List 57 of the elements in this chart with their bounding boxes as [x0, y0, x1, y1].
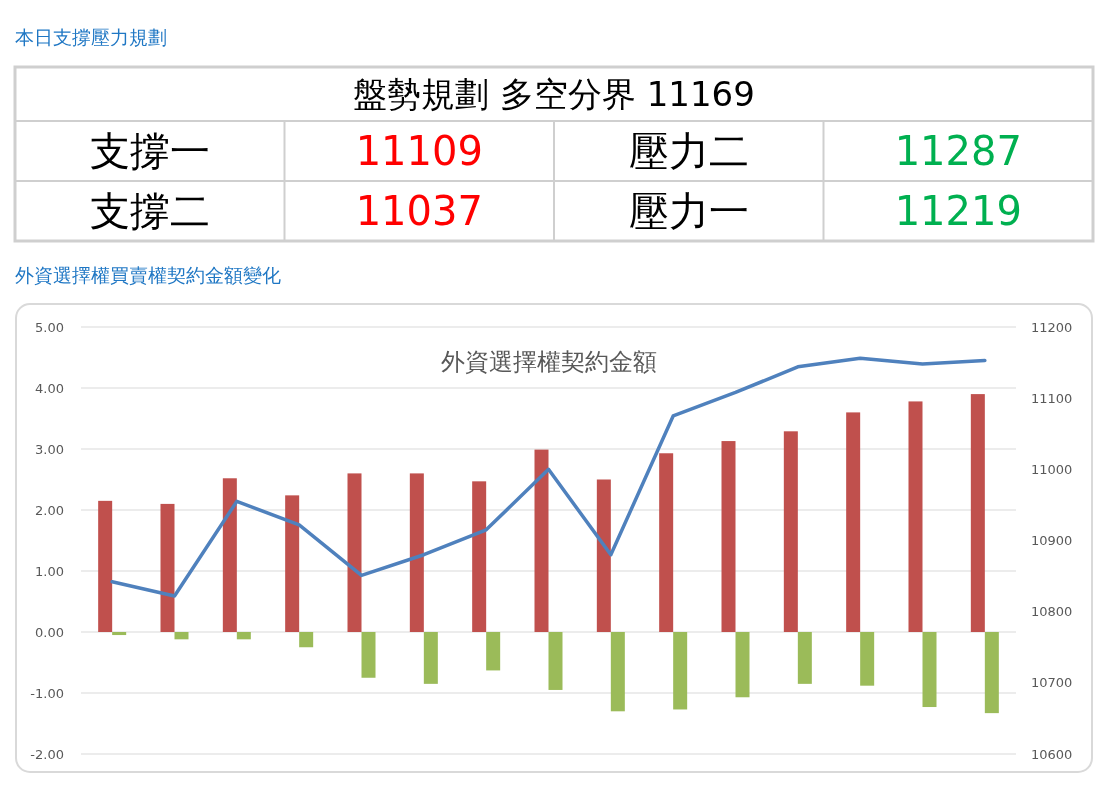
bar — [970, 394, 985, 632]
y-tick-label: 0.00 — [35, 624, 64, 640]
y2-tick-label: 11000 — [1031, 461, 1073, 477]
bar — [548, 632, 563, 690]
y-tick-label: -1.00 — [30, 685, 64, 701]
y-tick-label: 2.00 — [35, 502, 64, 518]
bar — [347, 473, 362, 632]
text: 11287 — [894, 128, 1022, 174]
text: 本日支撐壓力規劃 — [15, 26, 167, 48]
y2-tick-label: 10700 — [1031, 675, 1073, 691]
bar — [721, 441, 736, 632]
text: 支撐二 — [89, 188, 210, 234]
bar — [486, 632, 501, 671]
text: 壓力一 — [628, 188, 749, 234]
bar — [285, 495, 300, 632]
y-tick-label: -2.00 — [30, 746, 64, 762]
bar — [846, 412, 861, 632]
bar — [922, 632, 937, 708]
text: 盤勢規劃 多空分界 11169 — [353, 73, 755, 114]
y-tick-label: 5.00 — [35, 319, 64, 335]
bar — [98, 500, 113, 632]
text: 外資選擇權契約金額 — [440, 348, 657, 376]
y2-tick-label: 11200 — [1031, 319, 1073, 335]
bar — [735, 632, 750, 698]
y2-tick-label: 10900 — [1031, 533, 1073, 549]
text: 11109 — [355, 128, 483, 174]
y-tick-label: 4.00 — [35, 380, 64, 396]
y2-tick-label: 10600 — [1031, 746, 1073, 762]
text: 11219 — [894, 188, 1022, 234]
bar — [222, 478, 237, 632]
bar — [783, 431, 798, 632]
bar — [299, 632, 314, 648]
bar — [908, 401, 923, 632]
y2-tick-label: 10800 — [1031, 604, 1073, 620]
chart-title: 外資選擇權買賣權契約金額變化 — [15, 264, 281, 286]
y-tick-label: 3.00 — [35, 441, 64, 457]
bar — [984, 632, 999, 714]
bar — [112, 632, 127, 636]
bar — [361, 632, 376, 678]
bar — [596, 479, 611, 632]
text: 壓力二 — [628, 128, 749, 174]
bar — [797, 632, 812, 684]
y-tick-label: 1.00 — [35, 563, 64, 579]
bar — [409, 473, 424, 632]
text: 11037 — [355, 188, 483, 234]
bar — [472, 481, 487, 632]
text: 支撐一 — [89, 128, 210, 174]
bar — [659, 453, 674, 632]
bar — [236, 632, 251, 640]
bar — [160, 503, 175, 632]
bar — [610, 632, 625, 712]
bar — [860, 632, 875, 686]
bar — [673, 632, 688, 710]
bar — [534, 449, 549, 632]
y2-tick-label: 11100 — [1031, 390, 1073, 406]
bar — [423, 632, 438, 684]
bar — [174, 632, 189, 640]
